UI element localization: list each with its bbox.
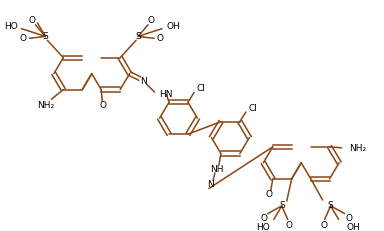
Text: O: O	[265, 190, 272, 199]
Text: O: O	[320, 221, 327, 230]
Text: O: O	[147, 16, 155, 25]
Text: N: N	[140, 77, 147, 86]
Text: O: O	[29, 16, 36, 25]
Text: O: O	[157, 34, 164, 43]
Text: Cl: Cl	[197, 84, 206, 93]
Text: S: S	[135, 32, 141, 41]
Text: OH: OH	[347, 223, 360, 231]
Text: O: O	[20, 34, 27, 43]
Text: OH: OH	[166, 22, 180, 31]
Text: O: O	[100, 100, 107, 109]
Text: HN: HN	[160, 91, 173, 100]
Text: Cl: Cl	[249, 103, 258, 112]
Text: O: O	[260, 214, 267, 223]
Text: O: O	[285, 221, 292, 230]
Text: NH: NH	[210, 164, 223, 173]
Text: NH₂: NH₂	[349, 144, 367, 153]
Text: S: S	[328, 201, 334, 210]
Text: N: N	[208, 180, 214, 189]
Text: O: O	[345, 214, 352, 223]
Text: S: S	[279, 201, 285, 210]
Text: HO: HO	[256, 223, 270, 231]
Text: S: S	[43, 32, 48, 41]
Text: HO: HO	[4, 22, 17, 31]
Text: NH₂: NH₂	[37, 100, 54, 109]
